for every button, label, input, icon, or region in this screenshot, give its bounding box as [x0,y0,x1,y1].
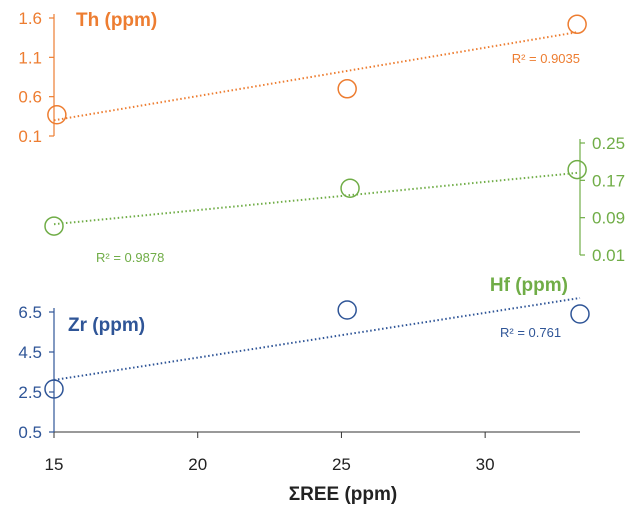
th-trendline [53,31,578,122]
hf-y-tick-label: 0.25 [592,134,625,153]
th-axis-title: Th (ppm) [76,10,157,31]
zr-y-tick-label: 2.5 [18,383,42,402]
x-tick-label: 20 [188,455,207,474]
x-axis-title: ΣREE (ppm) [289,484,398,505]
zr-data-point [44,379,64,399]
th-y-tick-label: 1.1 [18,48,42,67]
hf-data-point [44,216,64,236]
hf-data-point [340,178,360,199]
zr-axis-title: Zr (ppm) [68,315,145,336]
panel-th: 0.1 0.6 1.1 1.6 Th (ppm) R² = 0.9035 [18,9,587,146]
zr-y-tick-label: 4.5 [18,343,42,362]
x-tick-label: 30 [476,455,495,474]
zr-trendline [53,297,581,381]
x-tick-label: 25 [332,455,351,474]
panel-zr: 0.5 2.5 4.5 6.5 Zr (ppm) R² = 0.761 [18,297,590,442]
th-y-tick-label: 0.6 [18,88,42,107]
panel-hf: 0.01 0.09 0.17 0.25 Hf (ppm) R² = 0.9878 [44,134,625,296]
zr-y-tick-label: 6.5 [18,303,42,322]
hf-trendline [53,171,578,226]
hf-data-point [567,159,587,180]
th-y-tick-label: 1.6 [18,9,42,28]
th-r2-label: R² = 0.9035 [512,51,580,66]
th-data-point [567,14,587,35]
zr-data-point [570,304,590,324]
hf-y-tick-label: 0.17 [592,171,625,190]
zr-y-tick-label: 0.5 [18,423,42,442]
hf-y-tick-label: 0.09 [592,209,625,228]
th-data-point [337,79,357,99]
hf-axis-title: Hf (ppm) [490,275,568,296]
th-y-tick-label: 0.1 [18,127,42,146]
x-axis: 15 20 25 30 [45,431,580,474]
zr-r2-label: R² = 0.761 [500,325,561,340]
hf-r2-label: R² = 0.9878 [96,250,164,265]
x-tick-label: 15 [45,455,64,474]
hf-y-tick-label: 0.01 [592,246,625,265]
th-data-point [47,105,67,125]
zr-data-point [337,300,357,320]
